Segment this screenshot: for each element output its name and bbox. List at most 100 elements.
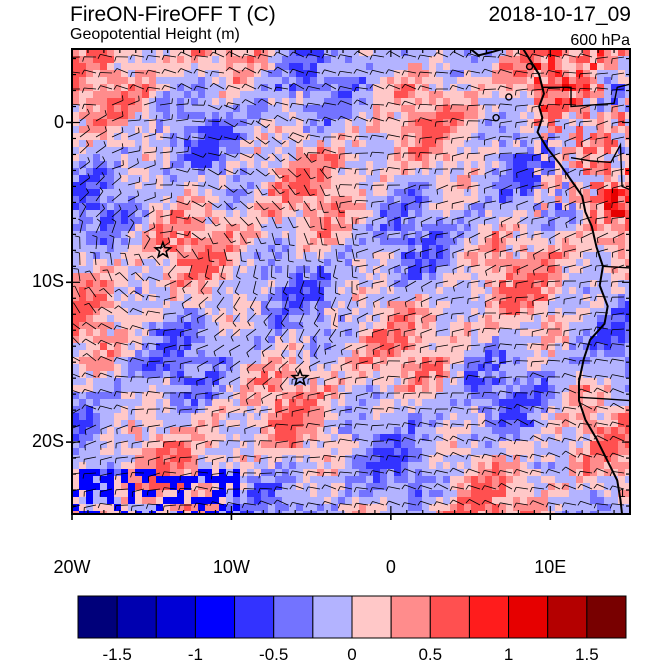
field-cell [415, 210, 422, 217]
field-cell [107, 392, 114, 399]
field-cell [359, 413, 366, 420]
field-cell [380, 112, 387, 119]
field-cell [198, 301, 205, 308]
field-cell [520, 280, 527, 287]
field-cell [478, 406, 485, 413]
field-cell [485, 91, 492, 98]
field-cell [450, 203, 457, 210]
field-cell [401, 154, 408, 161]
field-cell [233, 259, 240, 266]
field-cell [541, 301, 548, 308]
field-cell [135, 105, 142, 112]
field-cell [79, 91, 86, 98]
field-cell [296, 126, 303, 133]
field-cell [611, 301, 618, 308]
field-cell [457, 154, 464, 161]
field-cell [317, 70, 324, 77]
field-cell [457, 119, 464, 126]
field-cell [310, 315, 317, 322]
field-cell [303, 280, 310, 287]
field-cell [569, 399, 576, 406]
field-cell [590, 462, 597, 469]
field-cell [359, 392, 366, 399]
field-cell [205, 427, 212, 434]
field-cell [114, 126, 121, 133]
field-cell [520, 77, 527, 84]
field-cell [212, 350, 219, 357]
field-cell [513, 210, 520, 217]
field-cell [590, 434, 597, 441]
field-cell [401, 210, 408, 217]
field-cell [513, 238, 520, 245]
field-cell [590, 280, 597, 287]
field-cell [443, 434, 450, 441]
field-cell [450, 350, 457, 357]
field-cell [261, 427, 268, 434]
field-cell [86, 413, 93, 420]
field-cell [93, 280, 100, 287]
field-cell [534, 77, 541, 84]
field-cell [219, 385, 226, 392]
field-cell [163, 147, 170, 154]
field-cell [254, 224, 261, 231]
field-cell [128, 371, 135, 378]
field-cell [296, 427, 303, 434]
field-cell [282, 441, 289, 448]
field-cell [247, 56, 254, 63]
field-cell [436, 119, 443, 126]
field-cell [254, 217, 261, 224]
field-cell [576, 84, 583, 91]
field-cell [149, 175, 156, 182]
field-cell [478, 126, 485, 133]
field-cell [625, 70, 630, 77]
field-cell [471, 280, 478, 287]
field-cell [555, 168, 562, 175]
field-cell [436, 91, 443, 98]
field-cell [310, 280, 317, 287]
field-cell [611, 343, 618, 350]
field-cell [387, 77, 394, 84]
field-cell [597, 77, 604, 84]
field-cell [520, 266, 527, 273]
field-cell [359, 266, 366, 273]
field-cell [611, 266, 618, 273]
field-cell [625, 406, 630, 413]
field-cell [506, 476, 513, 483]
field-cell [261, 329, 268, 336]
field-cell [184, 385, 191, 392]
field-cell [331, 224, 338, 231]
field-cell [205, 49, 212, 56]
field-cell [289, 322, 296, 329]
field-cell [324, 259, 331, 266]
field-cell [562, 420, 569, 427]
field-cell [534, 392, 541, 399]
field-cell [135, 70, 142, 77]
field-cell [485, 175, 492, 182]
field-cell [408, 455, 415, 462]
field-cell [562, 315, 569, 322]
field-cell [345, 287, 352, 294]
field-cell [226, 350, 233, 357]
field-cell [86, 350, 93, 357]
field-cell [436, 350, 443, 357]
field-cell [254, 420, 261, 427]
field-cell [562, 105, 569, 112]
field-cell [380, 378, 387, 385]
field-cell [226, 259, 233, 266]
field-cell [184, 441, 191, 448]
field-cell [233, 182, 240, 189]
field-cell [506, 154, 513, 161]
field-cell [219, 245, 226, 252]
field-cell [415, 63, 422, 70]
field-cell [303, 245, 310, 252]
field-cell [121, 350, 128, 357]
field-cell [177, 133, 184, 140]
field-cell [107, 259, 114, 266]
field-cell [443, 399, 450, 406]
field-cell [373, 252, 380, 259]
field-cell [128, 476, 135, 483]
field-cell [373, 336, 380, 343]
field-cell [128, 49, 135, 56]
field-cell [415, 413, 422, 420]
field-cell [436, 336, 443, 343]
